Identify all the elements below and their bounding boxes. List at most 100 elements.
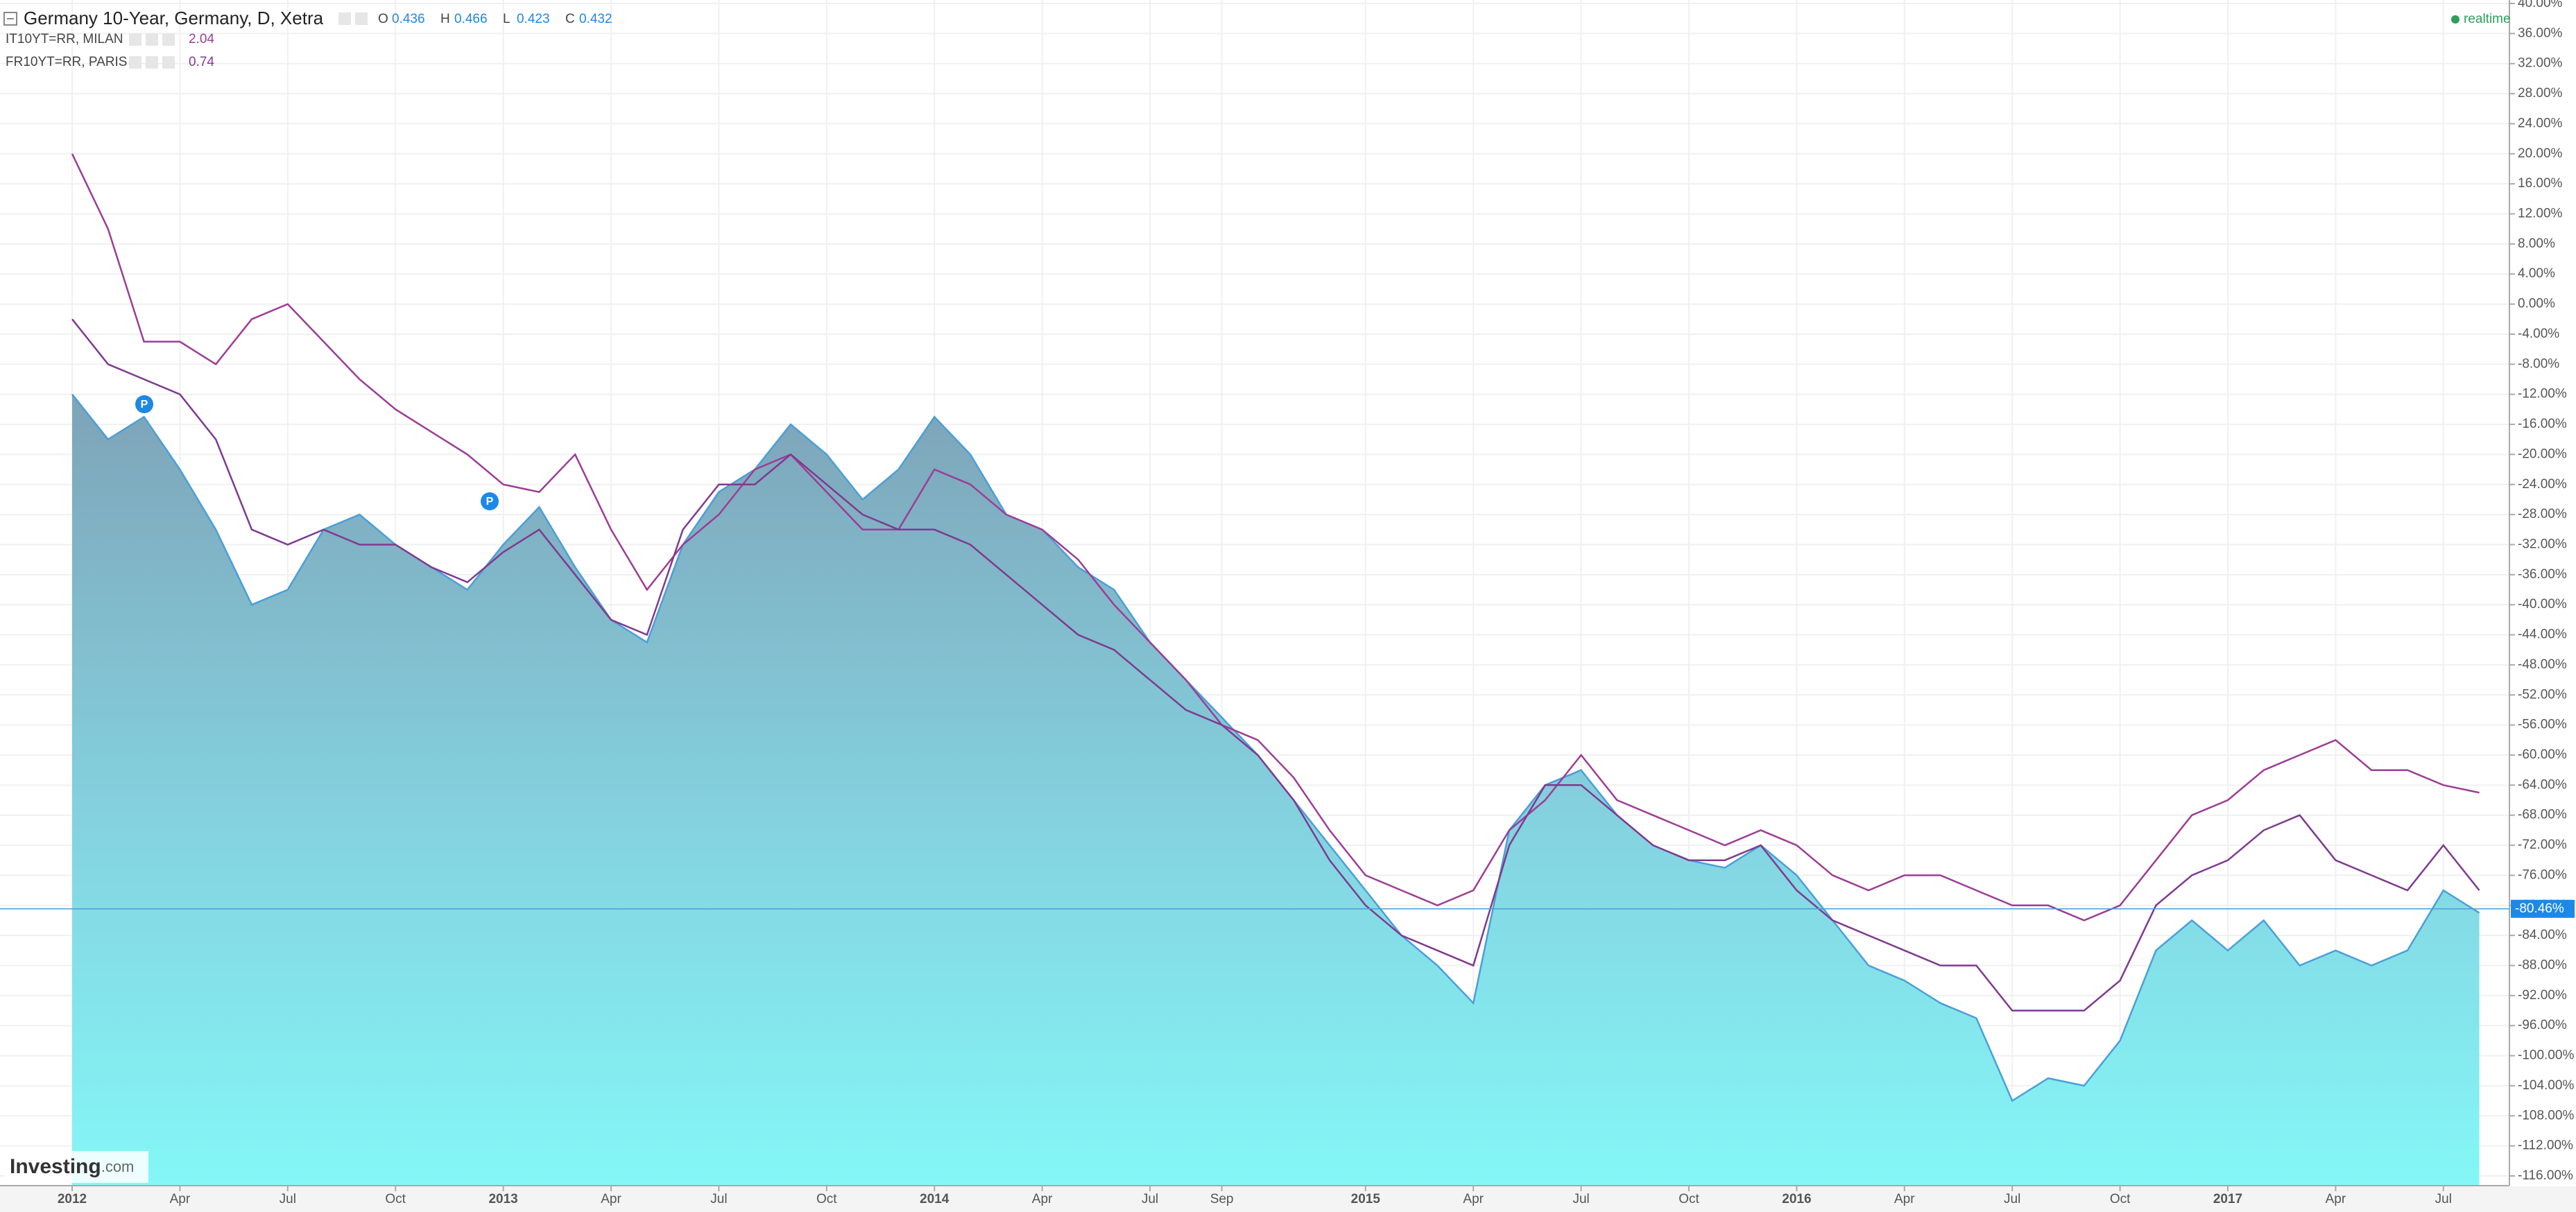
ohlc-value: 0.466: [454, 12, 488, 26]
y-tick-label: 24.00%: [2518, 116, 2563, 130]
y-tick-label: -76.00%: [2518, 867, 2567, 882]
x-tick-label: Jul: [280, 1192, 296, 1206]
y-tick-label: 20.00%: [2518, 146, 2563, 161]
x-tick-label: 2017: [2213, 1192, 2242, 1206]
y-tick-label: -104.00%: [2518, 1078, 2574, 1093]
ohlc-key: C: [565, 12, 575, 26]
logo-suffix: .com: [101, 1158, 135, 1175]
y-tick-label: -52.00%: [2518, 687, 2567, 702]
ohlc: O 0.436 H 0.466 L 0.423 C 0.432: [378, 12, 612, 26]
hide-button[interactable]: [146, 56, 158, 69]
y-tick-label: -92.00%: [2518, 988, 2567, 1003]
status-dot: [2451, 15, 2459, 24]
x-tick-label: Oct: [2110, 1192, 2131, 1206]
y-tick-label: -116.00%: [2518, 1168, 2573, 1183]
annotation: P: [486, 496, 494, 508]
status: realtime: [2464, 12, 2511, 26]
hide-button[interactable]: [355, 12, 368, 25]
main-series-title: Germany 10-Year, Germany, D, Xetra: [24, 8, 324, 28]
y-tick-label: -8.00%: [2518, 356, 2559, 371]
y-tick-label: 8.00%: [2518, 236, 2555, 251]
x-tick-label: 2013: [488, 1192, 517, 1206]
settings-button[interactable]: [129, 56, 141, 69]
y-tick-label: 0.00%: [2518, 297, 2555, 311]
x-tick-label: Jul: [710, 1192, 727, 1206]
hide-button[interactable]: [146, 33, 158, 46]
legend-value: 0.74: [189, 55, 214, 69]
legend-value: 2.04: [189, 32, 214, 46]
y-tick-label: 32.00%: [2518, 56, 2563, 71]
y-tick-label: -20.00%: [2518, 447, 2567, 461]
y-tick-label: -60.00%: [2518, 747, 2567, 762]
x-tick-label: 2014: [920, 1192, 950, 1206]
legend-label: FR10YT=RR, PARIS: [6, 55, 127, 69]
x-tick-label: Apr: [2326, 1192, 2346, 1206]
annotation: P: [141, 399, 148, 410]
y-tick-label: -84.00%: [2518, 928, 2567, 942]
y-tick-label: 40.00%: [2518, 0, 2563, 10]
x-tick-label: Jul: [2004, 1192, 2020, 1206]
axes: 40.00% 36.00% 32.00% 28.00% 24.00% 20.00% 16.0…: [58, 0, 2575, 1206]
plot: [0, 153, 2509, 1186]
y-tick-label: 4.00%: [2518, 266, 2555, 281]
ohlc-key: H: [440, 12, 450, 26]
y-tick-label: -40.00%: [2518, 597, 2567, 612]
series-line: [71, 153, 2480, 921]
annotation-marker[interactable]: [481, 492, 499, 510]
y-tick-label: -72.00%: [2518, 838, 2567, 852]
logo-brand: Investing: [10, 1155, 101, 1178]
logo: Investing.com: [10, 1155, 134, 1178]
y-tick-label: -44.00%: [2518, 627, 2567, 642]
x-tick-label: 2015: [1351, 1192, 1381, 1206]
y-tick-label: -64.00%: [2518, 777, 2567, 792]
y-tick-label: -88.00%: [2518, 958, 2567, 973]
x-tick-label: Apr: [1032, 1192, 1053, 1206]
x-tick-label: Oct: [1678, 1192, 1699, 1206]
ohlc-value: 0.436: [392, 12, 425, 26]
settings-button[interactable]: [129, 33, 141, 46]
remove-button[interactable]: [162, 33, 175, 46]
y-tick-label: -56.00%: [2518, 718, 2567, 732]
y-tick-label: 12.00%: [2518, 207, 2563, 221]
x-tick-label: 2016: [1782, 1192, 1811, 1206]
grid: [0, 0, 2509, 1186]
ohlc-key: O: [378, 12, 388, 26]
x-tick-label: Apr: [1463, 1192, 1484, 1206]
x-axis-strip: [0, 1186, 2576, 1212]
y-tick-label: -16.00%: [2518, 417, 2567, 431]
y-tick-label: -48.00%: [2518, 657, 2567, 672]
legend-label: IT10YT=RR, MILAN: [6, 32, 123, 46]
y-tick-label: 36.00%: [2518, 26, 2563, 40]
settings-button[interactable]: [338, 12, 351, 25]
x-tick-label: 2012: [58, 1192, 87, 1206]
y-tick-label: -4.00%: [2518, 327, 2559, 341]
ohlc-value: 0.432: [579, 12, 612, 26]
last-value-box: [2511, 899, 2575, 918]
ohlc-key: L: [503, 12, 510, 26]
y-tick-label: -32.00%: [2518, 537, 2567, 551]
y-tick-label: 16.00%: [2518, 176, 2563, 191]
x-tick-label: Jul: [1142, 1192, 1158, 1206]
y-tick-label: -12.00%: [2518, 387, 2567, 401]
y-tick-label: -68.00%: [2518, 808, 2567, 822]
y-tick-label: -24.00%: [2518, 477, 2567, 492]
y-tick-label: -100.00%: [2518, 1048, 2574, 1063]
x-tick-label: Oct: [816, 1192, 837, 1206]
x-tick-label: Jul: [2435, 1192, 2452, 1206]
x-tick-label: Jul: [1572, 1192, 1589, 1206]
series-line: [71, 318, 2480, 1012]
remove-button[interactable]: [162, 56, 175, 69]
annotation-marker[interactable]: [135, 395, 153, 413]
area-fill: [72, 394, 2480, 1186]
x-tick-label: Oct: [385, 1192, 406, 1206]
last-value-label: -80.46%: [2515, 901, 2564, 916]
x-tick-label: Sep: [1210, 1192, 1234, 1206]
y-tick-label: -96.00%: [2518, 1018, 2567, 1032]
collapse-button[interactable]: [3, 12, 17, 26]
x-tick-label: Apr: [170, 1192, 191, 1206]
ohlc-value: 0.423: [517, 12, 550, 26]
y-tick-label: -28.00%: [2518, 507, 2567, 521]
y-tick-label: -108.00%: [2518, 1108, 2574, 1123]
logo-box: [4, 1151, 148, 1183]
